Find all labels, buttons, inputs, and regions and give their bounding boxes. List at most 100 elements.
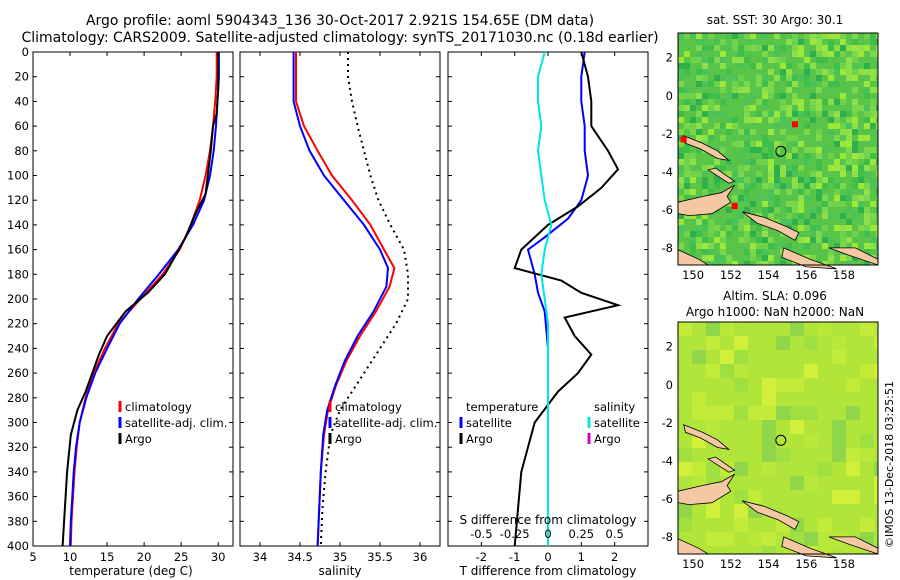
map-cell [738,177,744,183]
temperature-plot: 5 10 15 20 25 30 [29,52,226,564]
map-cell [774,177,780,183]
map-cell [852,243,858,249]
map-cell [726,45,732,51]
map-cell [846,69,852,75]
map-cell [852,177,858,183]
map-cell [734,420,748,434]
map-cell [678,147,684,153]
map-cell [684,87,690,93]
map-cell [810,93,816,99]
map-cell [870,219,876,225]
map-cell [870,213,876,219]
map-cell [726,33,732,39]
map-cell [876,33,878,39]
map-cell [774,207,780,213]
map-cell [852,123,858,129]
map-cell [852,45,858,51]
map-cell [876,69,878,75]
map-cell [774,45,780,51]
map-cell [762,420,776,434]
map-cell [792,261,798,265]
map-cell [696,69,702,75]
temperature-xlabel: temperature (deg C) [69,564,192,578]
temperature-panel-frame [32,51,234,547]
map-cell [720,237,726,243]
map-cell [744,207,750,213]
map-cell [816,51,822,57]
map-cell [786,81,792,87]
map-cell [798,189,804,195]
map-cell [702,45,708,51]
series-satellite-adj-clim- [292,52,390,547]
map-cell [696,231,702,237]
map-cell [726,123,732,129]
diff-legend-s-satellite: satellite [594,416,640,430]
map-cell [702,225,708,231]
map-cell [774,243,780,249]
map-cell [678,518,692,532]
map-cell [744,99,750,105]
map-cell [876,123,878,129]
map-cell [720,249,726,255]
map-cell [810,147,816,153]
map-cell [792,81,798,87]
sla-map: 150 152 154 156 158 2 0 -2 -4 -6 -8 [662,321,879,571]
title-line-2: Climatology: CARS2009. Satellite-adjuste… [21,30,658,46]
map-cell [768,81,774,87]
map-cell [846,462,860,476]
map-cell [774,147,780,153]
map-cell [798,237,804,243]
map-cell [798,105,804,111]
map-cell [874,322,878,336]
map-lat-label: -8 [662,530,673,544]
map-cell [744,195,750,201]
depth-tick-label: 360 [7,490,29,504]
map-cell [810,63,816,69]
map-cell [678,57,684,63]
x-tick-label: 0 [544,550,551,564]
map-cell [870,33,876,39]
map-cell [858,207,864,213]
map-cell [852,171,858,177]
map-cell [774,189,780,195]
map-cell [734,462,748,476]
map-cell [816,99,822,105]
map-cell [702,177,708,183]
map-cell [832,406,846,420]
map-cell [774,195,780,201]
map-cell [720,51,726,57]
map-cell [690,231,696,237]
map-cell [768,261,774,265]
x-tick-label: 30 [211,550,226,564]
map-cell [852,117,858,123]
map-cell [870,75,876,81]
map-cell [708,255,714,261]
map-cell [786,39,792,45]
map-cell [684,189,690,195]
map-cell [756,81,762,87]
map-cell [792,33,798,39]
map-cell [702,237,708,243]
map-cell [762,406,776,420]
map-cell [708,261,714,265]
map-cell [798,141,804,147]
land-mass [707,167,736,184]
map-cell [828,237,834,243]
map-lon-label: 158 [833,557,855,571]
map-cell [804,177,810,183]
map-cell [756,195,762,201]
map-cell [750,219,756,225]
map-cell [750,141,756,147]
map-cell [786,213,792,219]
map-cell [748,532,762,546]
map-cell [744,177,750,183]
map-cell [822,237,828,243]
map-cell [860,462,874,476]
map-cell [776,406,790,420]
temp-legend-argo: Argo [125,432,152,446]
map-cell [834,123,840,129]
map-cell [780,243,786,249]
map-cell [876,189,878,195]
temperature-legend: climatology satellite-adj. clim. Argo [118,400,227,446]
map-cell [734,518,748,532]
